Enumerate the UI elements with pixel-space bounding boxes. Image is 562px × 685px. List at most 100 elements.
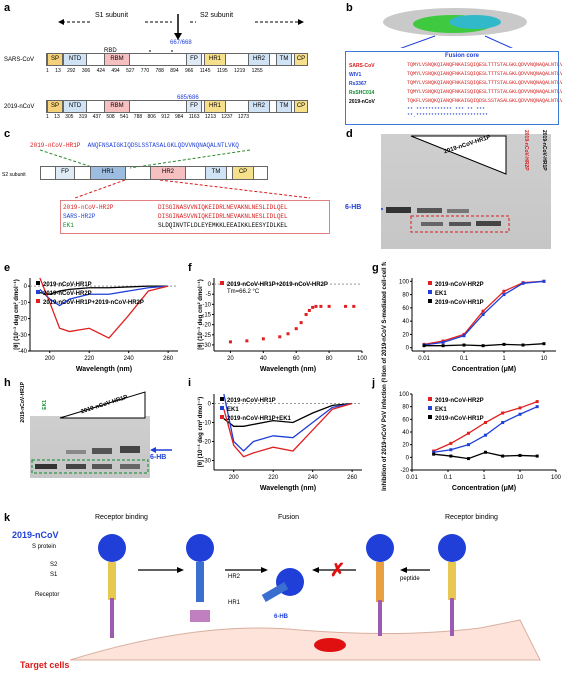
sars-cp: CP (294, 53, 308, 66)
hr2-peptides: 2019-nCoV-HR2P DISGINASVVNIQKEIDRLNEVAKNL… (63, 204, 288, 229)
k-s2: S2 (50, 562, 58, 568)
gel-h-6hb-2 (66, 450, 86, 454)
k-arrow-3-head (312, 567, 319, 573)
chart-j-series-2-pt-1 (449, 454, 453, 458)
sars-sp: SP (47, 53, 63, 66)
chart-j-xlabel: Concentration (μM) (452, 485, 516, 492)
chart-j-legend-marker-0 (428, 397, 432, 401)
zoom-line-right (484, 35, 513, 48)
seq-ncov: TQKFLVSNQKQIANQFNKAIGQIQDSLSSTASALGKLQDV… (407, 98, 562, 104)
gel-h-overlay (31, 391, 172, 474)
chart-i-legend-marker-0 (220, 397, 224, 401)
chart-g-ytick-label-5: 100 (399, 279, 410, 285)
chart-g-xtick-label-1: 0.1 (460, 356, 469, 362)
chart-f-ytick-label-2: -10 (202, 302, 211, 308)
k-virus-2 (186, 534, 214, 622)
chart-j-series-0-pt-1 (449, 441, 453, 445)
chart-j-series-2-pt-3 (483, 450, 487, 454)
gel-h-low-2 (66, 464, 86, 469)
chart-i-ylabel: [θ] (10⁻³ deg cm² dmol⁻¹) (197, 397, 204, 468)
chart-j-legend-2: 2019-nCoV-HR1P (435, 416, 484, 422)
gel-d-band-low-3 (449, 222, 471, 226)
chart-e: 200 220 240 260 0 -10 -20 -30 -40 Wavelength (nm)… (13, 277, 178, 373)
sars-row-label: SARS-CoV (4, 57, 35, 63)
panel-b: Fusion core TQMYLVSNQKQIANQFNKAISQIQESLT… (345, 0, 562, 125)
panel-a: S1 subunit S2 subunit 667/668 685/686 RB… (0, 0, 330, 120)
hr1-zoom-r (129, 149, 251, 169)
gel-d-dash-box (410, 215, 510, 233)
chart-i-legend-marker-2 (220, 415, 224, 419)
sars-ntd: NTD (63, 53, 87, 66)
chart-j-series-0-pt-6 (535, 400, 539, 404)
chart-j-series-0-line (433, 400, 538, 452)
ncov-positions: 1 13 305 319 437 508 541 788 806 912 984… (46, 114, 250, 120)
ncov-row-label: 2019-nCoV (4, 104, 35, 110)
chart-e-legend-marker-1 (36, 290, 40, 294)
panel-k-label: k (4, 512, 11, 524)
chart-e-legend-0: 2019-nCoV-HR1P (43, 282, 92, 288)
chart-g-series-1-pt-1 (441, 340, 445, 344)
cleave-arrow-head (174, 33, 182, 40)
chart-f-series-0-pt-3 (278, 335, 282, 339)
species-sars: SARS-CoV (349, 63, 375, 69)
chart-g-series-0-pt-3 (481, 309, 485, 313)
chart-f-series-0-pt-6 (299, 321, 303, 325)
chart-j-series-1-pt-3 (483, 433, 487, 437)
chart-g-series-1-pt-2 (462, 334, 466, 338)
chart-e-legend-marker-2 (36, 299, 40, 303)
chart-g-xlabel: Concentration (μM) (452, 366, 516, 373)
chart-j-xtick-label-4: 100 (551, 475, 562, 481)
chart-j-legend-0: 2019-nCoV-HR2P (435, 398, 484, 404)
chart-f-ytick-label-1: -5 (206, 292, 212, 298)
gel-d-band-low-4 (476, 221, 501, 226)
chart-j-series-1-pt-1 (449, 448, 453, 452)
s2-subunit-label: S2 subunit (2, 172, 26, 178)
chart-j-ytick-label-5: 80 (402, 405, 409, 411)
chart-j-ylabel: Inhibition of 2019-nCoV PsV infection (%… (382, 378, 388, 491)
helix-cyan (449, 15, 501, 29)
ncov-rbm: RBM (104, 100, 130, 113)
chart-j-series-1-pt-6 (535, 405, 539, 409)
panel-g-label: g (372, 262, 379, 274)
chart-f-series-0-pt-2 (261, 337, 265, 341)
gel-d-band-6hb-3 (447, 209, 469, 213)
gel-h-low-4 (120, 464, 140, 469)
chart-i-xlabel: Wavelength (nm) (260, 485, 316, 492)
chart-f-series-0-pt-14 (352, 304, 356, 308)
chart-j-ytick-label-4: 60 (402, 417, 409, 423)
gel-h-lane1: 2019-nCoV-HR1P (20, 382, 26, 423)
k-virus-4 (366, 534, 394, 636)
c-cp: CP (232, 166, 254, 180)
chart-e-xtick-label-3: 260 (163, 356, 174, 362)
chart-j-series-2-pt-4 (501, 454, 505, 458)
ncov-cp: CP (294, 100, 308, 113)
chart-f-ytick-label-3: -15 (202, 313, 211, 319)
chart-j-ytick-label-1: 0 (406, 455, 410, 461)
gel-h-gradient (59, 391, 146, 419)
chart-f-series-0-pt-12 (327, 304, 331, 308)
chart-j-legend-1: EK1 (435, 407, 447, 413)
sars-hr2: HR2 (248, 53, 270, 66)
chart-g-series-2-pt-4 (502, 342, 506, 346)
rbd-label: RBD (104, 48, 117, 54)
chart-e-ytick-label-0: 0 (24, 284, 28, 290)
chart-g-ytick-label-1: 20 (402, 332, 409, 338)
k-hr2: HR2 (228, 574, 241, 580)
k-diagram: ✗ (69, 534, 541, 661)
chart-g-xtick-label-2: 1 (502, 356, 506, 362)
seq-wiv1: TQMYLVSNQKQIANQFNKAISQIQESLTTTSTALGKLQDV… (407, 71, 562, 77)
chart-g-series-2-pt-0 (422, 344, 426, 348)
chart-j-series-1-pt-4 (501, 421, 505, 424)
chart-i-series-1-line (223, 393, 353, 452)
chart-j-series-1-pt-0 (432, 450, 436, 454)
chart-j-ytick-label-2: 20 (402, 443, 409, 449)
chart-g-legend-marker-2 (428, 299, 432, 303)
gel-h-6hb-label: 6-HB (150, 454, 167, 461)
c-tm: TM (205, 166, 227, 180)
chart-f: 20 40 60 80 100 0 -5 -10 -15 -20 -25 -30 Wavelength … (197, 278, 368, 373)
chart-i-ytick-label-2: -20 (202, 440, 211, 446)
chart-j-xtick-label-2: 1 (482, 475, 486, 481)
k-fusion: Fusion (278, 514, 300, 521)
chart-i-ytick-label-0: 0 (208, 402, 212, 408)
c-hr2: HR2 (150, 166, 186, 180)
